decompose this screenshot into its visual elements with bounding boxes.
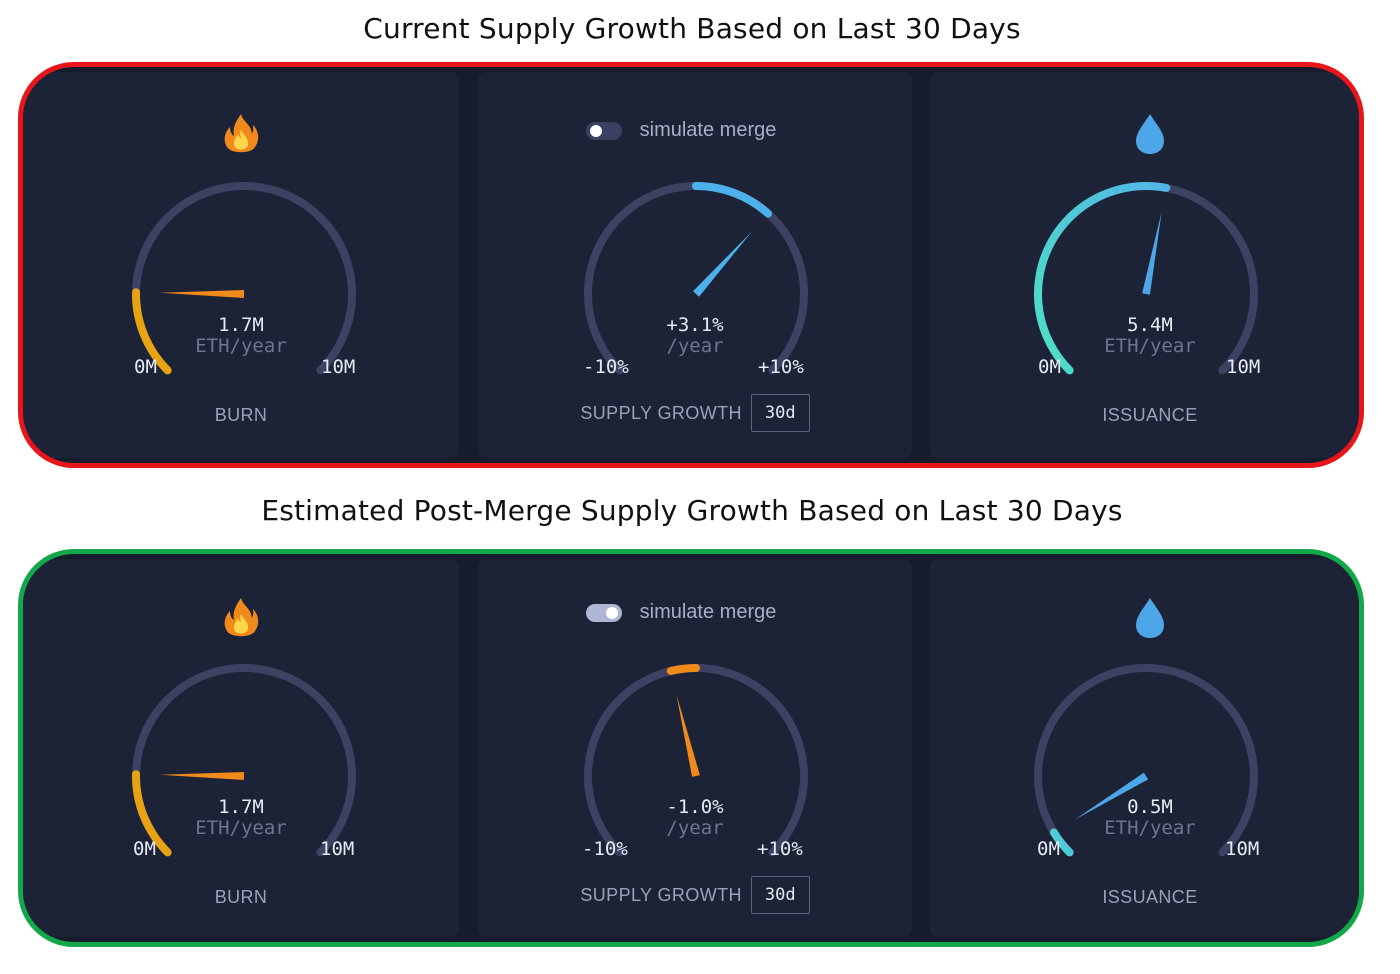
simulate-merge-row: simulate merge <box>464 119 898 142</box>
issuance-unit: ETH/year <box>1104 335 1196 357</box>
burn-gauge <box>132 182 356 375</box>
issuance-min-label: 0M <box>1037 838 1060 860</box>
burn-readout: 1.7M ETH/year <box>23 797 459 839</box>
burn-readout: 1.7M ETH/year <box>23 315 459 357</box>
supply-readout: +3.1% /year <box>478 315 912 357</box>
supply-gauge-needle <box>676 694 700 777</box>
issuance-gauge-track <box>1034 664 1258 857</box>
issuance-gauge-arc <box>1049 828 1074 857</box>
burn-card: 1.7M ETH/year 0M 10M BURN <box>23 559 459 937</box>
toggle-knob <box>589 124 602 137</box>
supply-growth-label: SUPPLY GROWTH <box>580 402 742 423</box>
supply-max-label: +10% <box>757 838 803 860</box>
supply-value: +3.1% <box>666 314 724 336</box>
supply-growth-card: simulate merge -1.0% /year -10% +10% SUP… <box>478 559 912 937</box>
burn-max-label: 10M <box>321 356 356 378</box>
supply-growth-card: simulate merge +3.1% /year -10% +10% SUP… <box>478 72 912 458</box>
droplet-icon <box>1136 598 1164 638</box>
fire-icon <box>224 114 259 153</box>
toggle-knob <box>605 606 618 619</box>
burn-unit: ETH/year <box>195 817 287 839</box>
supply-value: -1.0% <box>666 796 724 818</box>
issuance-max-label: 10M <box>1226 356 1261 378</box>
burn-card: 1.7M ETH/year 0M 10M BURN <box>23 72 459 458</box>
issuance-gauge-arc <box>1033 182 1171 375</box>
burn-max-label: 10M <box>320 838 355 860</box>
issuance-min-label: 0M <box>1038 356 1061 378</box>
burn-value: 1.7M <box>218 314 264 336</box>
simulate-merge-toggle[interactable] <box>585 121 622 140</box>
issuance-readout: 0.5M ETH/year <box>930 796 1359 839</box>
burn-unit: ETH/year <box>195 335 287 357</box>
supply-max-label: +10% <box>758 356 804 378</box>
supply-readout: -1.0% /year <box>478 797 912 839</box>
supply-growth-label: SUPPLY GROWTH <box>580 884 742 905</box>
issuance-label: ISSUANCE <box>1102 887 1198 907</box>
burn-gauge-needle <box>160 290 245 298</box>
issuance-value: 5.4M <box>1127 314 1173 336</box>
supply-gauge-needle <box>693 231 752 297</box>
supply-label-row: SUPPLY GROWTH 30d <box>478 394 912 432</box>
issuance-gauge <box>1034 664 1258 857</box>
burn-gauge-arc <box>132 288 172 375</box>
supply-growth-gauge <box>584 182 808 375</box>
droplet-icon <box>1136 114 1164 154</box>
issuance-label: ISSUANCE <box>1102 405 1198 425</box>
burn-gauge-arc <box>132 770 172 857</box>
period-button[interactable]: 30d <box>750 394 810 432</box>
simulate-merge-row: simulate merge <box>464 601 898 624</box>
burn-min-label: 0M <box>133 838 156 860</box>
burn-label: BURN <box>214 405 268 425</box>
supply-unit: /year <box>666 817 724 839</box>
supply-min-label: -10% <box>582 838 628 860</box>
supply-growth-gauge <box>584 663 808 857</box>
fire-icon <box>224 598 259 637</box>
burn-label: BURN <box>214 887 268 907</box>
burn-gauge-needle <box>160 772 245 780</box>
post-merge-supply-panel: 1.7M ETH/year 0M 10M BURN simulate merge… <box>18 549 1364 947</box>
issuance-readout: 5.4M ETH/year <box>930 314 1359 357</box>
supply-min-label: -10% <box>583 356 629 378</box>
issuance-max-label: 10M <box>1225 838 1260 860</box>
current-supply-panel: 1.7M ETH/year 0M 10M BURN simulate merge… <box>18 62 1364 468</box>
simulate-merge-label: simulate merge <box>639 601 777 623</box>
burn-gauge <box>132 664 356 857</box>
issuance-gauge-needle <box>1074 772 1149 820</box>
issuance-card: 5.4M ETH/year 0M 10M ISSUANCE <box>930 72 1359 458</box>
supply-label-row: SUPPLY GROWTH 30d <box>478 876 912 914</box>
period-button[interactable]: 30d <box>750 876 810 914</box>
section-title-current: Current Supply Growth Based on Last 30 D… <box>363 12 1021 45</box>
issuance-unit: ETH/year <box>1104 817 1196 839</box>
simulate-merge-toggle[interactable] <box>585 603 622 622</box>
issuance-gauge <box>1033 182 1258 375</box>
issuance-card: 0.5M ETH/year 0M 10M ISSUANCE <box>930 559 1359 937</box>
burn-min-label: 0M <box>134 356 157 378</box>
burn-value: 1.7M <box>218 796 264 818</box>
section-title-post-merge: Estimated Post-Merge Supply Growth Based… <box>261 494 1123 527</box>
supply-gauge-arc <box>666 663 700 675</box>
supply-unit: /year <box>666 335 724 357</box>
issuance-gauge-needle <box>1142 211 1162 295</box>
issuance-value: 0.5M <box>1127 796 1173 818</box>
supply-gauge-arc <box>692 182 773 218</box>
simulate-merge-label: simulate merge <box>639 119 777 141</box>
